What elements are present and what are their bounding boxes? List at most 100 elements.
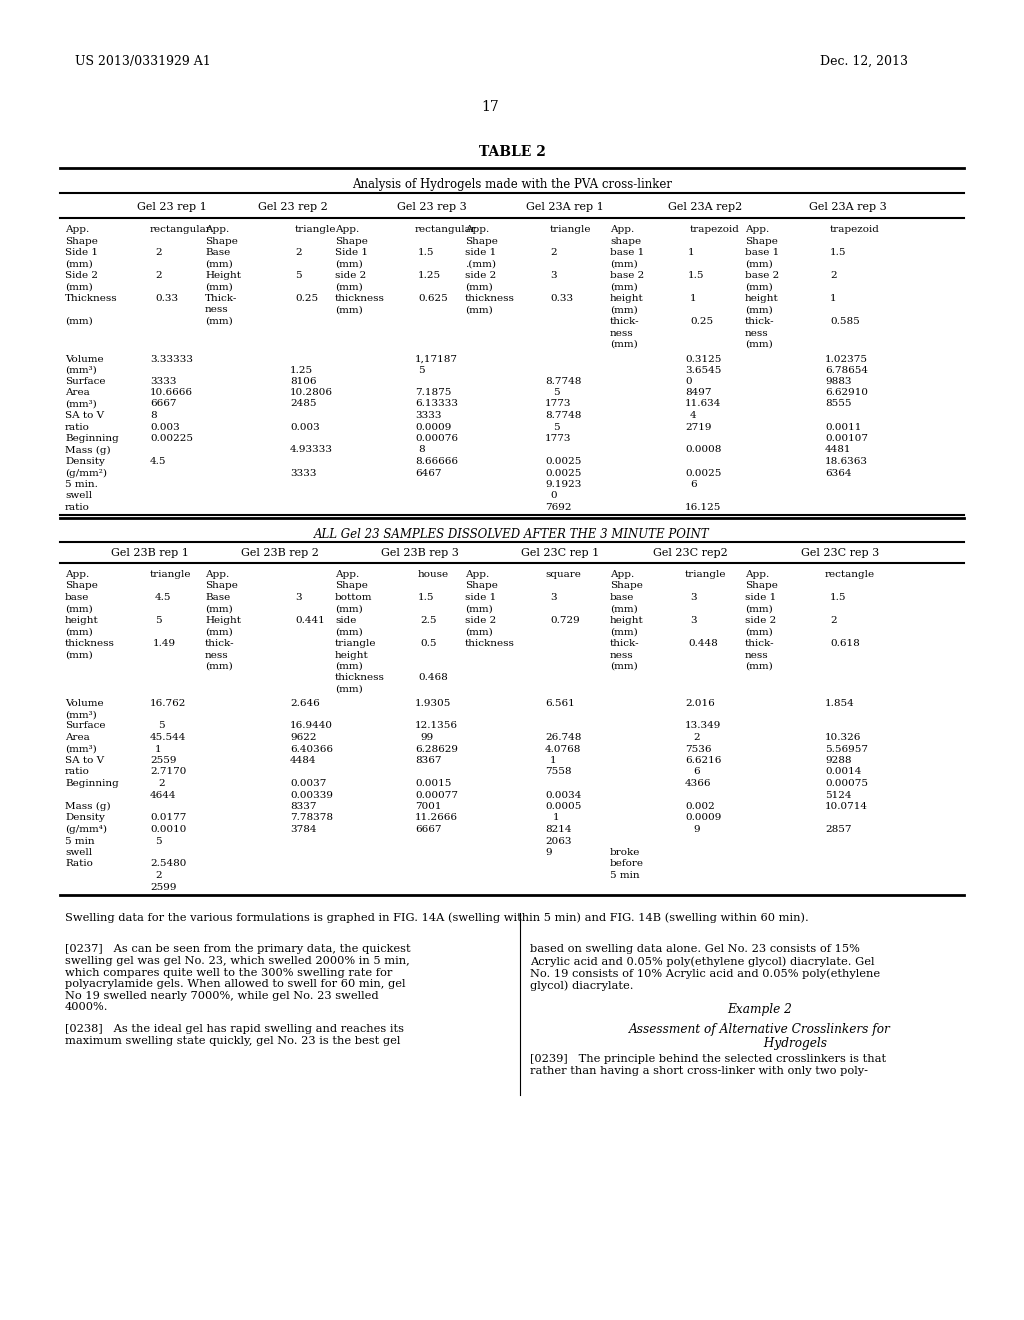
Text: bottom: bottom <box>335 593 373 602</box>
Text: 2.5480: 2.5480 <box>150 859 186 869</box>
Text: 8337: 8337 <box>290 803 316 810</box>
Text: triangle: triangle <box>150 570 191 579</box>
Text: 26.748: 26.748 <box>545 733 582 742</box>
Text: Volume: Volume <box>65 355 103 363</box>
Text: 0.625: 0.625 <box>418 294 447 304</box>
Text: Area: Area <box>65 733 90 742</box>
Text: 1.02375: 1.02375 <box>825 355 868 363</box>
Text: 4.5: 4.5 <box>150 457 167 466</box>
Text: App.: App. <box>65 570 89 579</box>
Text: 4.0768: 4.0768 <box>545 744 582 754</box>
Text: 2.7170: 2.7170 <box>150 767 186 776</box>
Text: 2: 2 <box>830 271 837 280</box>
Text: Gel 23B rep 1: Gel 23B rep 1 <box>111 548 189 558</box>
Text: App.: App. <box>65 224 89 234</box>
Text: 9.1923: 9.1923 <box>545 480 582 488</box>
Text: (mm): (mm) <box>335 282 362 292</box>
Text: 2857: 2857 <box>825 825 852 834</box>
Text: 6.28629: 6.28629 <box>415 744 458 754</box>
Text: 1: 1 <box>155 744 162 754</box>
Text: 0.448: 0.448 <box>688 639 718 648</box>
Text: Base: Base <box>205 593 230 602</box>
Text: triangle: triangle <box>685 570 726 579</box>
Text: 6: 6 <box>693 767 699 776</box>
Text: Example 2: Example 2 <box>728 1002 793 1015</box>
Text: 7558: 7558 <box>545 767 571 776</box>
Text: height: height <box>610 294 644 304</box>
Text: 8555: 8555 <box>825 400 852 408</box>
Text: thickness: thickness <box>65 639 115 648</box>
Text: 8: 8 <box>150 411 157 420</box>
Text: ness: ness <box>610 651 634 660</box>
Text: 1.854: 1.854 <box>825 700 855 709</box>
Text: 2719: 2719 <box>685 422 712 432</box>
Text: Assessment of Alternative Crosslinkers for
                  Hydrogels: Assessment of Alternative Crosslinkers f… <box>629 1023 891 1051</box>
Text: 0.0009: 0.0009 <box>415 422 452 432</box>
Text: 6.62910: 6.62910 <box>825 388 868 397</box>
Text: (mm): (mm) <box>65 317 93 326</box>
Text: 4644: 4644 <box>150 791 176 800</box>
Text: (mm): (mm) <box>205 260 232 268</box>
Text: App.: App. <box>335 570 359 579</box>
Text: (mm): (mm) <box>610 663 638 671</box>
Text: ratio: ratio <box>65 767 90 776</box>
Text: 1.5: 1.5 <box>688 271 705 280</box>
Text: 9883: 9883 <box>825 376 852 385</box>
Text: 2: 2 <box>155 248 162 257</box>
Text: US 2013/0331929 A1: US 2013/0331929 A1 <box>75 55 211 69</box>
Text: 6.40366: 6.40366 <box>290 744 333 754</box>
Text: Gel 23C rep2: Gel 23C rep2 <box>652 548 727 558</box>
Text: 8214: 8214 <box>545 825 571 834</box>
Text: Gel 23B rep 2: Gel 23B rep 2 <box>241 548 318 558</box>
Text: Gel 23 rep 1: Gel 23 rep 1 <box>137 202 207 213</box>
Text: 4366: 4366 <box>685 779 712 788</box>
Text: 3: 3 <box>550 271 557 280</box>
Text: Gel 23C rep 1: Gel 23C rep 1 <box>521 548 599 558</box>
Text: 2.646: 2.646 <box>290 700 319 709</box>
Text: 45.544: 45.544 <box>150 733 186 742</box>
Text: 0.0011: 0.0011 <box>825 422 861 432</box>
Text: Volume: Volume <box>65 700 103 709</box>
Text: Thick-: Thick- <box>205 294 238 304</box>
Text: Gel 23 rep 2: Gel 23 rep 2 <box>258 202 328 213</box>
Text: 2.016: 2.016 <box>685 700 715 709</box>
Text: Surface: Surface <box>65 722 105 730</box>
Text: 4481: 4481 <box>825 446 852 454</box>
Text: (mm): (mm) <box>335 627 362 636</box>
Text: 7536: 7536 <box>685 744 712 754</box>
Text: 0.0015: 0.0015 <box>415 779 452 788</box>
Text: trapezoid: trapezoid <box>690 224 740 234</box>
Text: 0.618: 0.618 <box>830 639 860 648</box>
Text: 3333: 3333 <box>415 411 441 420</box>
Text: 0.00076: 0.00076 <box>415 434 458 444</box>
Text: 0.0034: 0.0034 <box>545 791 582 800</box>
Text: 7692: 7692 <box>545 503 571 512</box>
Text: Shape: Shape <box>610 582 643 590</box>
Text: 10.6666: 10.6666 <box>150 388 193 397</box>
Text: (mm): (mm) <box>205 627 232 636</box>
Text: 13.349: 13.349 <box>685 722 721 730</box>
Text: 5: 5 <box>418 366 425 375</box>
Text: 2.5: 2.5 <box>420 616 436 624</box>
Text: (mm): (mm) <box>745 341 773 348</box>
Text: ness: ness <box>205 305 228 314</box>
Text: 0.33: 0.33 <box>155 294 178 304</box>
Text: side: side <box>335 616 356 624</box>
Text: thick-: thick- <box>745 317 774 326</box>
Text: Gel 23A rep 1: Gel 23A rep 1 <box>526 202 604 213</box>
Text: thick-: thick- <box>610 639 640 648</box>
Text: swell: swell <box>65 491 92 500</box>
Text: App.: App. <box>465 570 489 579</box>
Text: 16.125: 16.125 <box>685 503 721 512</box>
Text: (mm): (mm) <box>335 305 362 314</box>
Text: side 1: side 1 <box>745 593 776 602</box>
Text: Beginning: Beginning <box>65 434 119 444</box>
Text: 0.0037: 0.0037 <box>290 779 327 788</box>
Text: 1: 1 <box>553 813 560 822</box>
Text: 5 min: 5 min <box>65 837 94 846</box>
Text: (mm³): (mm³) <box>65 711 96 719</box>
Text: 18.6363: 18.6363 <box>825 457 868 466</box>
Text: 0.25: 0.25 <box>690 317 713 326</box>
Text: (mm): (mm) <box>745 260 773 268</box>
Text: (mm): (mm) <box>205 317 232 326</box>
